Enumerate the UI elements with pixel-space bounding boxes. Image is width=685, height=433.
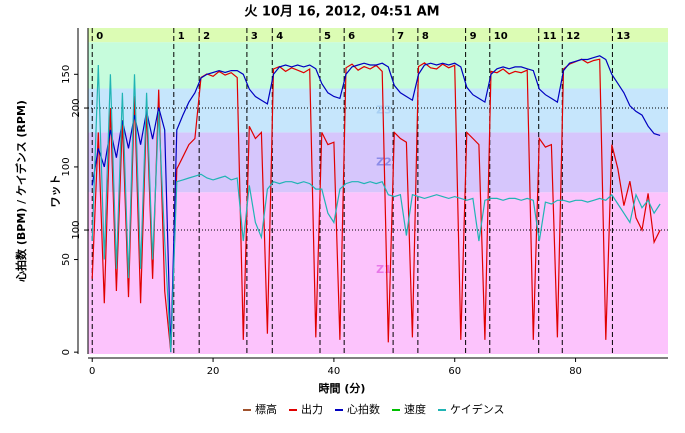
series-line bbox=[91, 64, 661, 353]
lap-label: 5 bbox=[324, 31, 331, 42]
x-tick-label: 60 bbox=[448, 366, 461, 377]
x-axis-label: 時間 (分) bbox=[319, 381, 366, 395]
lap-label: 2 bbox=[203, 31, 210, 42]
lap-label: 7 bbox=[397, 31, 404, 42]
lap-label: 11 bbox=[543, 31, 557, 42]
x-tick-label: 80 bbox=[569, 366, 582, 377]
lap-label: 3 bbox=[251, 31, 258, 42]
x-tick-label: 40 bbox=[328, 366, 341, 377]
zone-label: Z3 bbox=[376, 103, 392, 116]
lap-label: 6 bbox=[348, 31, 355, 42]
lap-label: 0 bbox=[96, 31, 103, 42]
chart-title: 火 10月 16, 2012, 04:51 AM bbox=[244, 5, 439, 20]
y-tick-label: 50 bbox=[61, 253, 72, 266]
lap-label: 4 bbox=[276, 31, 283, 42]
y2-tick-label: 200 bbox=[71, 98, 82, 117]
lap-label: 10 bbox=[494, 31, 508, 42]
lap-label: 12 bbox=[566, 31, 580, 42]
legend-label: 出力 bbox=[301, 402, 323, 416]
legend-label: ケイデンス bbox=[450, 402, 505, 416]
lap-label: 8 bbox=[422, 31, 429, 42]
y-tick-label: 0 bbox=[61, 349, 72, 355]
series-line bbox=[91, 55, 661, 353]
zone-band bbox=[88, 28, 668, 43]
y2-tick-label: 100 bbox=[71, 220, 82, 239]
legend-label: 標高 bbox=[255, 402, 277, 416]
zone-label: Z1 bbox=[376, 263, 392, 276]
y-tick-label: 100 bbox=[61, 157, 72, 176]
zone-band bbox=[88, 42, 668, 89]
y2-axis-label: ワット bbox=[49, 175, 62, 208]
lap-label: 13 bbox=[616, 31, 630, 42]
legend-label: 速度 bbox=[404, 402, 426, 416]
zone-band bbox=[88, 192, 668, 354]
legend-label: 心拍数 bbox=[347, 402, 380, 416]
x-tick-label: 20 bbox=[207, 366, 220, 377]
y-tick-label: 150 bbox=[61, 65, 72, 84]
zone-band bbox=[88, 132, 668, 193]
x-tick-label: 0 bbox=[89, 366, 95, 377]
y-axis-label: 心拍数 (BPM) / ケイデンス (RPM) bbox=[14, 100, 28, 282]
lap-label: 9 bbox=[470, 31, 477, 42]
lap-label: 1 bbox=[178, 31, 185, 42]
